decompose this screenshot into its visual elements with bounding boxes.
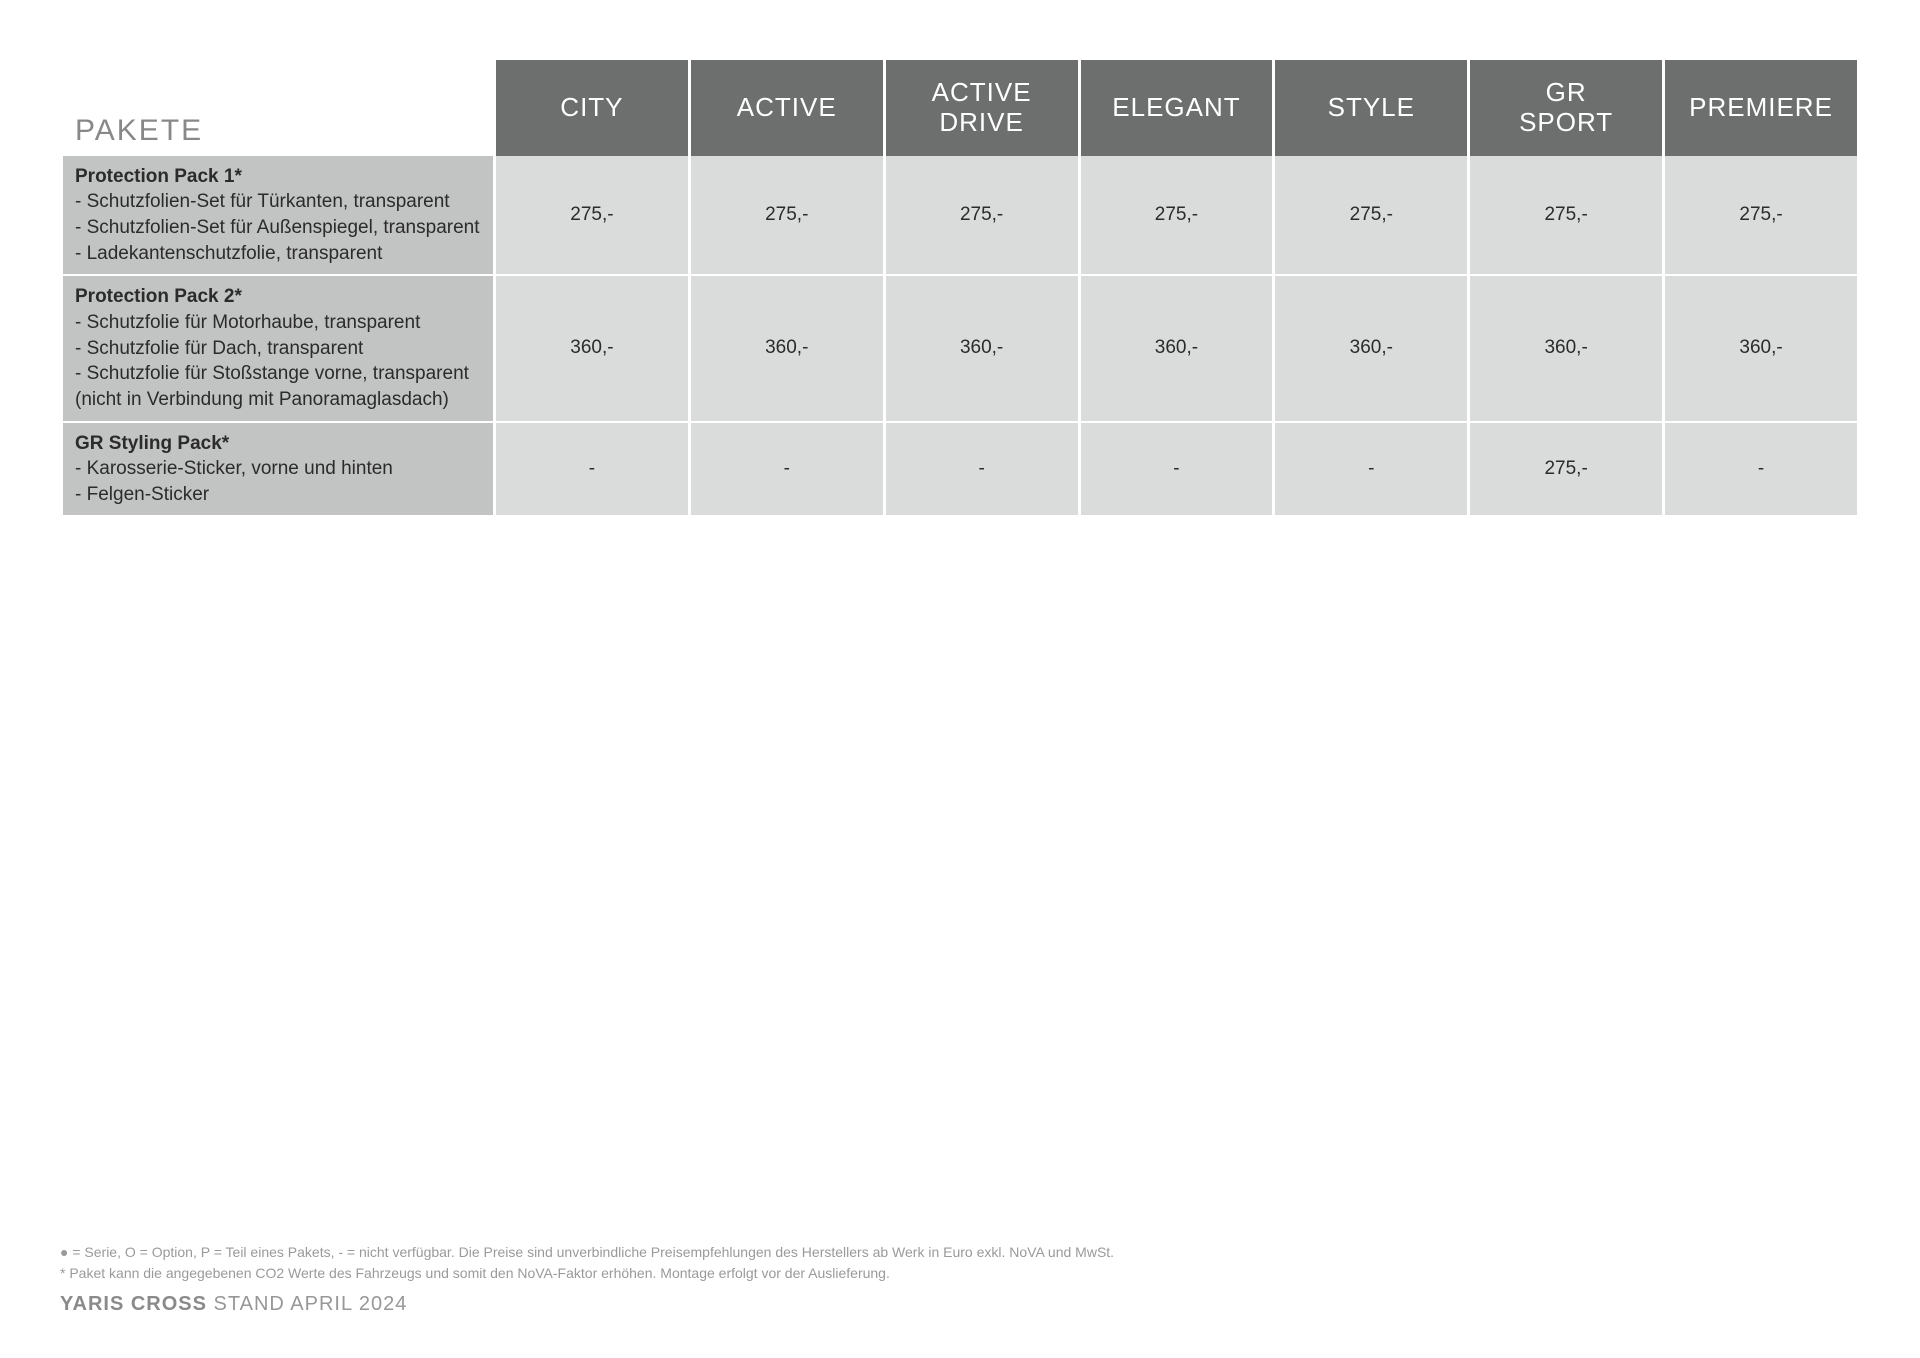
price-cell: 275,-	[1275, 156, 1467, 277]
footer-brand-model: YARIS CROSS	[60, 1293, 207, 1315]
price-cell: -	[1081, 423, 1273, 518]
table-row: GR Styling Pack*- Karosserie-Sticker, vo…	[63, 423, 1857, 518]
price-cell: -	[496, 423, 688, 518]
pack-line: - Schutzfolie für Stoßstange vorne, tran…	[75, 361, 481, 387]
col-header-gr-sport: GRSPORT	[1470, 60, 1662, 156]
pack-line: - Karosserie-Sticker, vorne und hinten	[75, 456, 481, 482]
pack-line: - Schutzfolien-Set für Türkanten, transp…	[75, 189, 481, 215]
col-header-elegant: ELEGANT	[1081, 60, 1273, 156]
price-cell: -	[1275, 423, 1467, 518]
header-row: PAKETE CITY ACTIVE ACTIVEDRIVE ELEGANT S…	[63, 60, 1857, 156]
price-cell: 360,-	[1275, 276, 1467, 422]
pack-line: - Schutzfolien-Set für Außenspiegel, tra…	[75, 215, 481, 241]
col-header-active: ACTIVE	[691, 60, 883, 156]
spacer	[60, 517, 1860, 1242]
pack-title: Protection Pack 2*	[75, 284, 481, 310]
price-cell: 360,-	[1470, 276, 1662, 422]
table-title-cell: PAKETE	[63, 60, 493, 156]
price-cell: 360,-	[886, 276, 1078, 422]
row-label: GR Styling Pack*- Karosserie-Sticker, vo…	[63, 423, 493, 518]
pricing-table-container: PAKETE CITY ACTIVE ACTIVEDRIVE ELEGANT S…	[60, 60, 1860, 517]
col-header-active-drive: ACTIVEDRIVE	[886, 60, 1078, 156]
table-row: Protection Pack 2*- Schutzfolie für Moto…	[63, 276, 1857, 422]
pricing-table: PAKETE CITY ACTIVE ACTIVEDRIVE ELEGANT S…	[60, 60, 1860, 517]
row-label: Protection Pack 1*- Schutzfolien-Set für…	[63, 156, 493, 277]
pack-line: - Schutzfolie für Dach, transparent	[75, 336, 481, 362]
col-header-style: STYLE	[1275, 60, 1467, 156]
pack-title: Protection Pack 1*	[75, 164, 481, 190]
col-header-premiere: PREMIERE	[1665, 60, 1857, 156]
price-cell: 275,-	[1470, 423, 1662, 518]
footnote-legend: ● = Serie, O = Option, P = Teil eines Pa…	[60, 1243, 1860, 1263]
table-row: Protection Pack 1*- Schutzfolien-Set für…	[63, 156, 1857, 277]
price-cell: 360,-	[1081, 276, 1273, 422]
price-cell: 360,-	[1665, 276, 1857, 422]
price-cell: 275,-	[1665, 156, 1857, 277]
footer-brand: YARIS CROSS STAND APRIL 2024	[60, 1290, 1860, 1318]
pack-line: (nicht in Verbindung mit Panoramaglasdac…	[75, 387, 481, 413]
price-cell: 275,-	[1470, 156, 1662, 277]
price-cell: 275,-	[1081, 156, 1273, 277]
pack-line: - Felgen-Sticker	[75, 482, 481, 508]
pack-title: GR Styling Pack*	[75, 431, 481, 457]
price-cell: 360,-	[691, 276, 883, 422]
section-title: PAKETE	[75, 114, 203, 147]
price-cell: 275,-	[886, 156, 1078, 277]
price-cell: 360,-	[496, 276, 688, 422]
pack-line: - Schutzfolie für Motorhaube, transparen…	[75, 310, 481, 336]
footnote-co2: * Paket kann die angegebenen CO2 Werte d…	[60, 1264, 1860, 1284]
footer-brand-date: STAND APRIL 2024	[207, 1293, 407, 1315]
price-cell: -	[1665, 423, 1857, 518]
table-body: Protection Pack 1*- Schutzfolien-Set für…	[63, 156, 1857, 518]
price-cell: 275,-	[691, 156, 883, 277]
col-header-city: CITY	[496, 60, 688, 156]
price-cell: -	[691, 423, 883, 518]
pack-line: - Ladekantenschutzfolie, transparent	[75, 241, 481, 267]
footer: ● = Serie, O = Option, P = Teil eines Pa…	[60, 1243, 1860, 1318]
row-label: Protection Pack 2*- Schutzfolie für Moto…	[63, 276, 493, 422]
price-cell: -	[886, 423, 1078, 518]
price-cell: 275,-	[496, 156, 688, 277]
